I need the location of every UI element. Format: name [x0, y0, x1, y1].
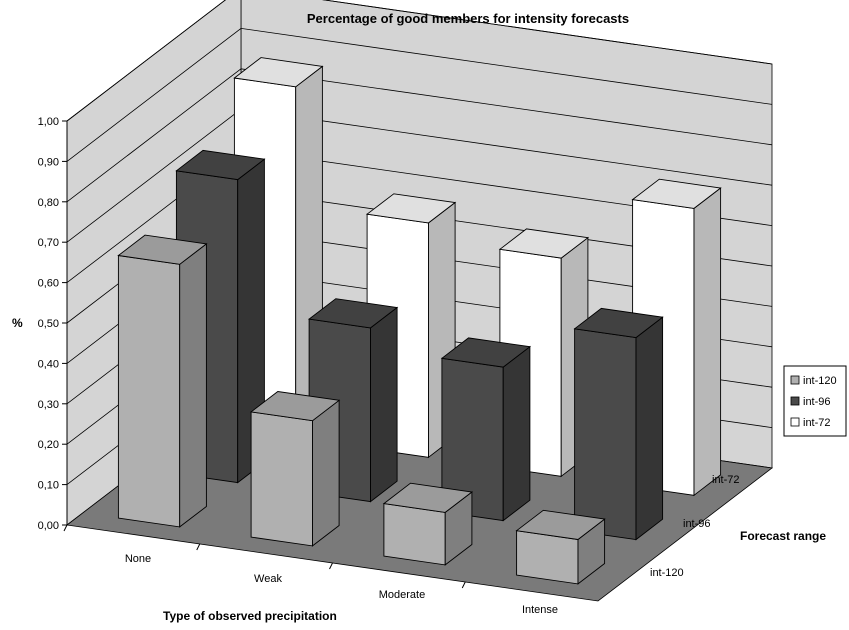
bar-top-face: [175, 149, 266, 181]
y-tick-label: 0,00: [38, 520, 59, 532]
bar-int-72-intense: [631, 178, 722, 497]
legend-label: int-72: [803, 417, 831, 429]
bar-side-face: [693, 187, 722, 497]
x-tick-label: Moderate: [379, 589, 425, 601]
y-tick-label: 0,20: [38, 439, 59, 451]
x-tick-mark: [63, 524, 68, 532]
gridline: [66, 0, 773, 122]
legend-swatch: [790, 375, 800, 385]
legend-label: int-96: [803, 396, 831, 408]
z-tick-label: int-72: [712, 474, 740, 486]
bar-side-face: [502, 345, 531, 522]
z-tick-label: int-96: [683, 518, 711, 530]
bar-top-face: [573, 307, 664, 339]
bar-top-face: [498, 228, 590, 259]
y-tick-label: 0,10: [38, 480, 59, 492]
bar-side-face: [312, 399, 340, 547]
legend-swatch: [790, 396, 800, 406]
bar-int-120-intense: [515, 509, 606, 585]
bar-side-face: [635, 316, 664, 541]
x-tick-label: None: [125, 553, 151, 565]
bar-int-120-none: [117, 234, 208, 528]
x-tick-label: Weak: [254, 573, 282, 585]
y-tick-label: 0,70: [38, 237, 59, 249]
bar-top-face: [631, 178, 722, 209]
bar-top-face: [307, 298, 399, 329]
x-axis-label: Type of observed precipitation: [163, 609, 337, 623]
legend-label: int-120: [803, 375, 837, 387]
bar-front-face: [516, 530, 579, 585]
y-tick-label: 0,30: [38, 399, 59, 411]
y-tick-label: 0,90: [38, 156, 59, 168]
x-tick-mark: [461, 581, 466, 589]
y-axis-label: %: [12, 316, 23, 330]
y-tick-label: 0,60: [38, 278, 59, 290]
bar-top-face: [382, 482, 474, 513]
y-tick-label: 1,00: [38, 116, 59, 128]
x-tick-label: Intense: [522, 604, 558, 616]
z-axis-label: Forecast range: [740, 529, 826, 543]
x-tick-mark: [196, 543, 201, 551]
bar-top-face: [117, 234, 208, 265]
bar-int-120-moderate: [382, 482, 474, 566]
bar-front-face: [574, 328, 637, 541]
bar-top-face: [515, 509, 606, 540]
chart-title: Percentage of good members for intensity…: [307, 11, 629, 26]
bar-top-face: [233, 57, 324, 88]
bar-front-face: [250, 411, 313, 547]
bar-side-face: [179, 242, 207, 528]
bar-int-120-weak: [249, 391, 341, 547]
legend: int-120 int-96 int-72: [783, 365, 847, 437]
bar-top-face: [249, 391, 341, 422]
z-tick-label: int-120: [650, 567, 684, 579]
bar-side-face: [370, 306, 398, 503]
bar-front-face: [383, 503, 446, 566]
y-tick-label: 0,80: [38, 197, 59, 209]
gridline: [66, 68, 773, 203]
bar-int-96-intense: [573, 307, 664, 541]
bar-int-96-moderate: [440, 337, 532, 522]
bar-top-face: [440, 337, 532, 368]
bar-front-face: [117, 254, 181, 528]
bar-top-face: [365, 193, 457, 224]
y-tick-label: 0,40: [38, 358, 59, 370]
x-tick-mark: [329, 562, 333, 570]
gridline: [66, 27, 773, 162]
y-tick-label: 0,50: [38, 318, 59, 330]
axes: 0,00 0,10 0,20 0,30 0,40 0,50 0,60 0,70 0,80 0,90…: [38, 116, 740, 616]
bars: [117, 57, 722, 585]
legend-swatch: [790, 417, 800, 427]
